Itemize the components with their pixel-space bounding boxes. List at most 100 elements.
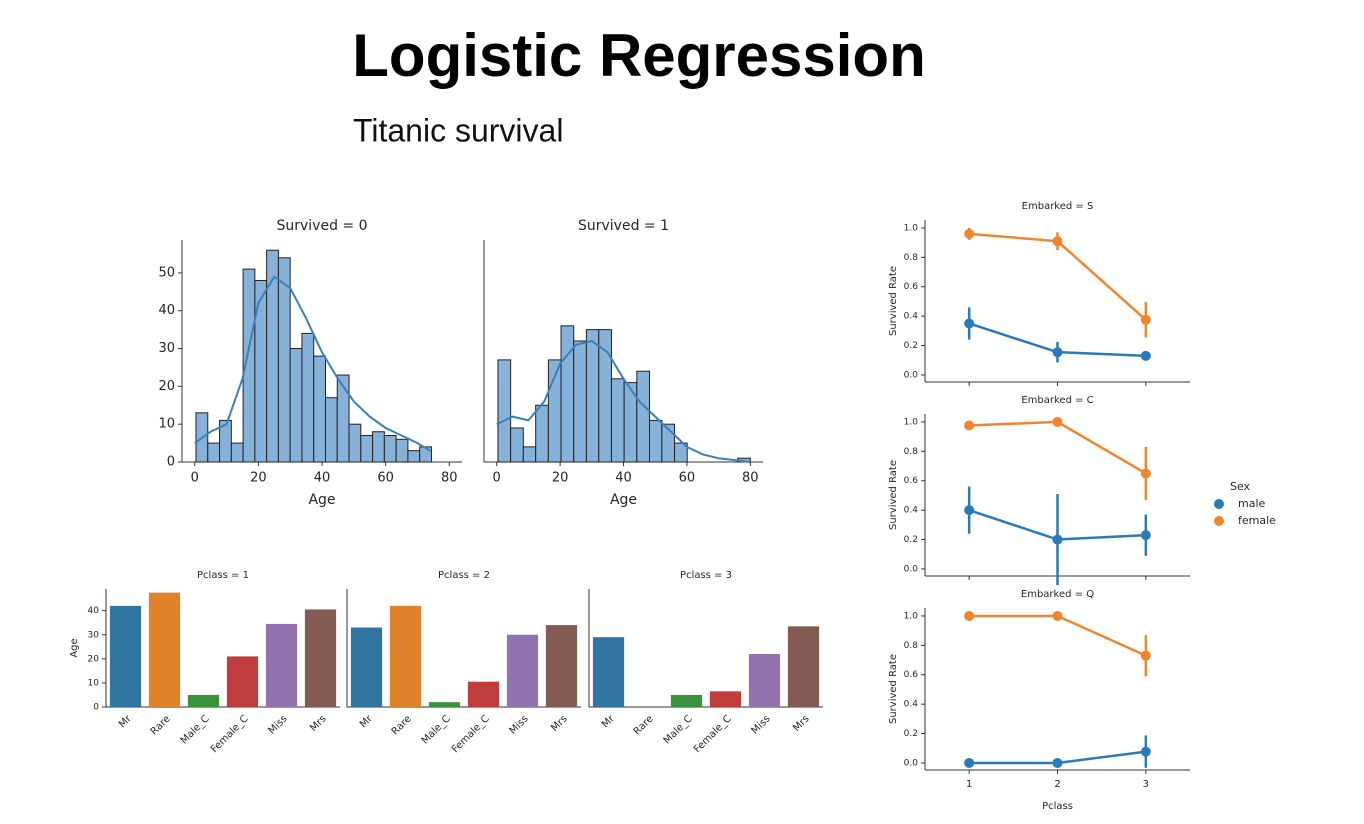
histogram-bar (585, 329, 600, 463)
y-tick-label: 0 (167, 455, 175, 470)
bar (265, 623, 298, 707)
y-tick-label: 20 (88, 654, 100, 664)
bar (148, 592, 181, 707)
x-tick-label: 0 (493, 471, 501, 486)
point (964, 228, 975, 239)
point (964, 505, 975, 516)
bar (709, 691, 742, 707)
point (1140, 746, 1151, 757)
bar (670, 694, 703, 707)
y-tick-label: 40 (158, 303, 175, 318)
histogram-bar (348, 423, 362, 463)
point (964, 757, 975, 768)
histogram-bar (266, 249, 279, 463)
y-axis-label: Survived Rate (888, 654, 899, 724)
y-tick-label: 0.6 (904, 282, 919, 292)
x-tick-label: 80 (441, 471, 458, 486)
page-title: Logistic Regression (352, 22, 925, 89)
bar (304, 609, 337, 707)
y-tick-label: 0.4 (904, 506, 919, 516)
y-tick-label: 0.6 (904, 476, 919, 486)
x-tick-label: 0 (191, 471, 199, 486)
y-tick-label: 0.6 (904, 670, 919, 680)
histogram-bar (289, 348, 303, 463)
point (964, 420, 975, 431)
chart-title: Pclass = 3 (680, 570, 732, 581)
x-tick-label: 80 (742, 471, 759, 486)
bar (226, 656, 259, 707)
histogram-bar (360, 435, 374, 463)
chart-title: Survived = 0 (276, 218, 367, 234)
chart-title: Embarked = S (1022, 201, 1094, 212)
histogram-bar (230, 442, 244, 463)
histogram-bar (560, 325, 575, 463)
x-tick-label: 1 (966, 779, 972, 790)
histogram-bar (301, 332, 315, 463)
x-tick-label: 20 (552, 471, 569, 486)
x-tick-label: 2 (1054, 779, 1060, 790)
point (1052, 347, 1063, 358)
bar (467, 681, 500, 707)
bar (787, 626, 820, 707)
histogram-bar (313, 355, 326, 463)
page-subtitle: Titanic survival (353, 112, 563, 148)
kde-line (194, 275, 431, 452)
bar (109, 605, 142, 707)
y-tick-label: 50 (158, 265, 175, 280)
point (1052, 757, 1063, 768)
legend-marker (1214, 516, 1224, 526)
x-axis-label: Age (308, 492, 335, 508)
histogram-bar (336, 374, 350, 463)
point (1052, 610, 1063, 621)
y-tick-label: 0.8 (904, 641, 919, 651)
histogram-bar (219, 419, 232, 463)
point (1052, 534, 1063, 545)
y-tick-label: 30 (88, 630, 100, 640)
bar (428, 702, 461, 707)
y-tick-label: 1.0 (904, 417, 919, 427)
y-axis-label: Survived Rate (888, 266, 899, 336)
x-tick-label: 3 (1143, 779, 1149, 790)
bar (350, 627, 383, 707)
chart-title: Pclass = 2 (438, 570, 490, 581)
histogram-bar (674, 442, 688, 463)
bar (506, 634, 539, 707)
y-tick-label: 0.2 (904, 729, 918, 739)
kde-line (496, 339, 751, 463)
legend-title: Sex (1230, 480, 1251, 493)
chart-title: Embarked = Q (1021, 589, 1094, 600)
histogram-bar (207, 442, 221, 463)
x-tick-label: 60 (679, 471, 696, 486)
legend-label: male (1238, 497, 1266, 510)
bar (187, 694, 220, 707)
y-tick-label: 10 (158, 417, 175, 432)
point (1140, 468, 1151, 479)
histogram-bar (419, 446, 432, 463)
bar (545, 625, 578, 707)
histogram-bar (407, 450, 421, 463)
histogram-bar (522, 446, 537, 463)
point (1140, 314, 1151, 325)
x-tick-label: 40 (615, 471, 632, 486)
y-tick-label: 0.0 (904, 758, 919, 768)
histogram-bar (325, 397, 338, 463)
y-tick-label: 0.2 (904, 535, 918, 545)
y-tick-label: 30 (158, 341, 175, 356)
y-tick-label: 0.8 (904, 253, 919, 263)
y-tick-label: 0.4 (904, 700, 919, 710)
y-tick-label: 0.4 (904, 312, 919, 322)
histogram-bar (510, 427, 524, 463)
y-tick-label: 1.0 (904, 611, 919, 621)
point (1052, 416, 1063, 427)
legend-marker (1214, 499, 1224, 509)
histogram-bar (395, 438, 409, 463)
histogram-bar (535, 404, 549, 463)
x-axis-label: Pclass (1042, 801, 1073, 812)
y-tick-label: 1.0 (904, 223, 919, 233)
histogram-bar (383, 435, 397, 463)
chart-title: Embarked = C (1021, 395, 1093, 406)
y-tick-label: 0 (93, 703, 99, 713)
x-axis-label: Age (610, 492, 637, 508)
y-axis-label: Survived Rate (888, 460, 899, 530)
